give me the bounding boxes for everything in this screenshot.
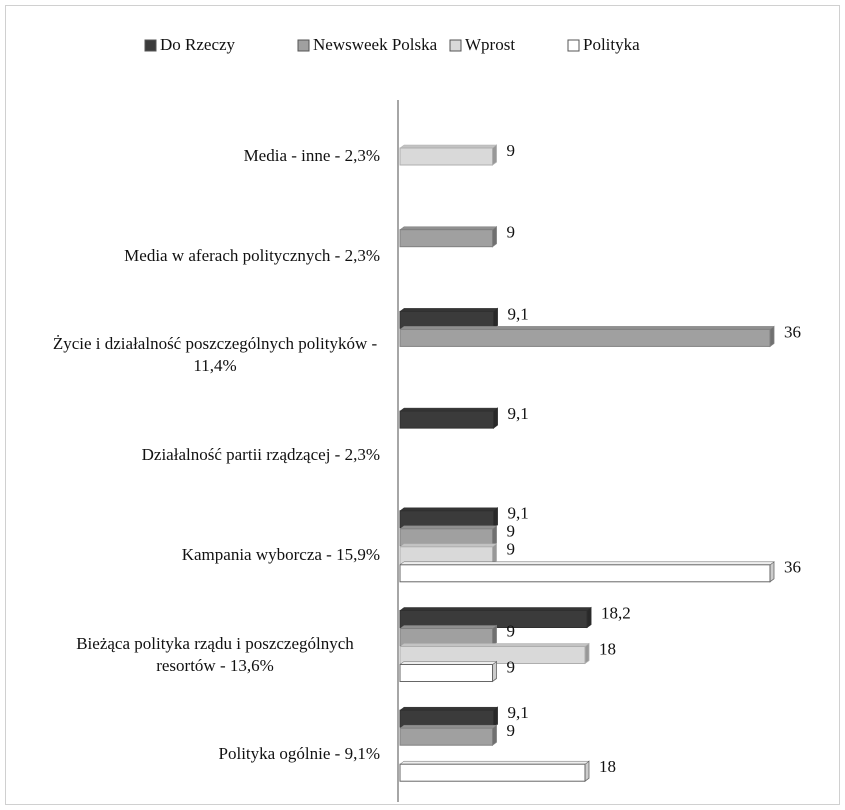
value-label: 9,1	[508, 304, 529, 323]
category-text: Kampania wyborcza - 15,9%	[181, 544, 380, 564]
bar-side	[493, 307, 498, 330]
bar	[399, 147, 493, 166]
value-label: 9	[507, 141, 516, 160]
bar	[399, 528, 493, 547]
value-label: 9,1	[508, 504, 529, 523]
legend-swatch	[297, 39, 310, 52]
legend-label: Wprost	[465, 35, 515, 54]
value-label: 9	[507, 223, 516, 242]
bar	[399, 763, 586, 782]
chart-border	[5, 5, 840, 805]
bar	[399, 709, 495, 728]
category-text: Polityka ogólnie - 9,1%	[218, 744, 380, 764]
bar	[399, 328, 771, 347]
bar-side	[492, 225, 497, 248]
value-label: 9	[507, 522, 516, 541]
bar-side	[493, 506, 498, 529]
category-text: Media w aferach politycznych - 2,3%	[124, 245, 380, 265]
bar-side	[492, 724, 497, 747]
bar-side	[584, 642, 590, 665]
bar-side	[492, 624, 497, 647]
category-label: Media - inne - 2,3%	[10, 116, 380, 196]
bar	[399, 310, 495, 329]
legend-label: Newsweek Polska	[313, 35, 438, 54]
bar	[399, 610, 588, 628]
bar	[399, 628, 493, 646]
bar-side	[586, 606, 592, 629]
category-label: Polityka ogólnie - 9,1%	[10, 714, 380, 794]
category-label: Kampania wyborcza - 15,9%	[10, 515, 380, 595]
value-label: 9	[507, 540, 516, 559]
category-text: Życie i działalność poszczególnych polit…	[52, 334, 378, 376]
bar	[399, 229, 493, 248]
bar	[399, 664, 493, 682]
category-label: Media w aferach politycznych - 2,3%	[10, 216, 380, 296]
bar	[399, 727, 493, 746]
bar-side	[492, 542, 497, 565]
bar-side	[769, 325, 775, 348]
bar-side	[492, 144, 497, 166]
bar	[399, 410, 495, 429]
legend-label: Polityka	[583, 35, 640, 54]
bar-side	[769, 560, 775, 583]
category-label: Życie i działalność poszczególnych polit…	[10, 315, 380, 395]
value-label: 9,1	[508, 404, 529, 423]
bar-side	[492, 660, 497, 683]
bar-side	[492, 524, 497, 547]
category-text: Media - inne - 2,3%	[243, 146, 380, 165]
legend-swatch	[449, 39, 462, 52]
bar-side	[493, 706, 498, 729]
bar-side	[584, 760, 590, 783]
legend-swatch	[144, 39, 157, 52]
legend-swatch	[567, 39, 580, 52]
category-label: Bieżąca polityka rządu i poszczególnych …	[10, 615, 380, 695]
bar	[399, 646, 586, 664]
bar	[399, 564, 771, 583]
value-label: 36	[784, 322, 801, 341]
value-label: 9	[507, 721, 516, 740]
value-label: 9	[507, 621, 516, 640]
category-text: Bieżąca polityka rządu i poszczególnych …	[76, 633, 354, 675]
value-label: 36	[784, 558, 801, 577]
bar-side	[493, 407, 498, 429]
legend-label: Do Rzeczy	[160, 35, 236, 54]
category-label: Działalność partii rządzącej - 2,3%	[10, 415, 380, 495]
category-text: Działalność partii rządzącej - 2,3%	[141, 445, 380, 465]
value-label: 18	[599, 639, 616, 658]
value-label: 9,1	[508, 703, 529, 722]
value-label: 18,2	[601, 603, 631, 622]
value-label: 18	[599, 757, 616, 776]
bar	[399, 546, 493, 565]
bar	[399, 510, 495, 529]
value-label: 9	[507, 657, 516, 676]
